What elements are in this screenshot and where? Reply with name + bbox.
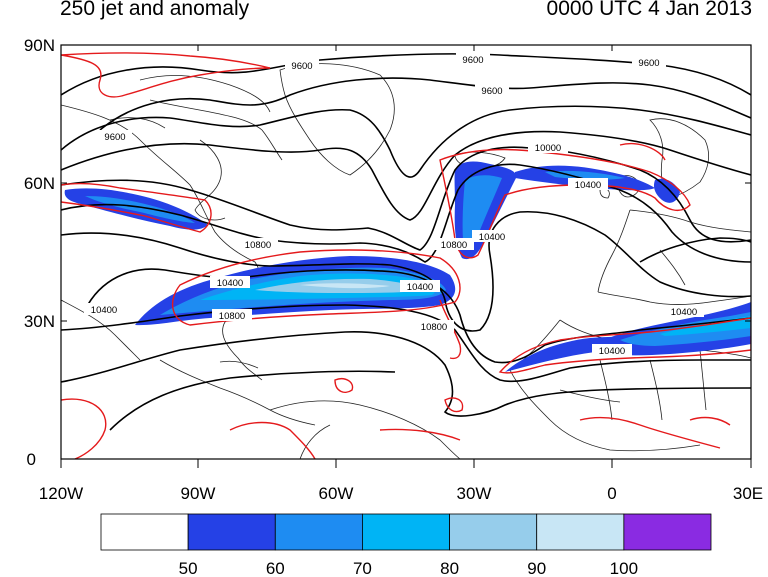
lon-label: 120W (39, 484, 83, 503)
lon-ticks (60, 45, 752, 468)
contour-label: 10800 (219, 311, 245, 322)
map-title: 250 jet and anomaly (60, 0, 250, 20)
lat-label: 30N (24, 312, 55, 331)
lon-label: 30W (457, 484, 492, 503)
lon-label: 0 (607, 484, 616, 503)
contour-label: 10800 (421, 322, 447, 333)
colorbar-swatch (362, 513, 450, 551)
contour-label: 10400 (217, 278, 243, 289)
colorbar-swatch (449, 513, 538, 551)
valid-time-label: 0000 UTC 4 Jan 2013 (546, 0, 752, 20)
lat-label: 90N (24, 36, 55, 55)
contour-label: 9600 (104, 132, 125, 143)
colorbar-swatch (187, 513, 276, 551)
contour-label: 10400 (479, 232, 505, 243)
colorbar-label: 80 (440, 559, 459, 577)
contour-label: 9600 (481, 86, 502, 97)
lat-label: 0 (27, 450, 36, 469)
contour-label: 10800 (245, 240, 271, 251)
height-contours (61, 53, 751, 431)
map-plot-area: 9600 9600 9600 9600 9600 10000 10400 108… (61, 52, 751, 459)
lon-label: 90W (181, 484, 216, 503)
contour-label: 9600 (638, 58, 659, 69)
colorbar-label: 90 (527, 559, 546, 577)
lon-label: 30E (733, 484, 763, 503)
contour-label: 10000 (535, 143, 561, 154)
lon-label: 60W (319, 484, 354, 503)
colorbar: 50 60 70 80 90 100 (100, 513, 712, 577)
colorbar-label: 100 (610, 559, 638, 577)
contour-label: 10400 (671, 307, 697, 318)
plot-frame (60, 44, 752, 460)
contour-label: 10800 (441, 240, 467, 251)
colorbar-label: 60 (266, 559, 285, 577)
lat-label: 60N (24, 174, 55, 193)
colorbar-label: 50 (179, 559, 198, 577)
colorbar-swatch (274, 513, 363, 551)
colorbar-swatch (100, 513, 189, 551)
contour-label-group: 9600 9600 9600 9600 9600 10000 10400 108… (84, 53, 704, 357)
colorbar-swatch (536, 513, 625, 551)
colorbar-swatch (623, 513, 712, 551)
anomaly-contours (61, 52, 751, 459)
colorbar-label: 70 (353, 559, 372, 577)
contour-label: 9600 (462, 55, 483, 66)
contour-label: 9600 (291, 61, 312, 72)
contour-label: 10400 (91, 305, 117, 316)
contour-label: 10400 (575, 180, 601, 191)
lat-ticks (61, 44, 751, 460)
contour-label: 10400 (407, 282, 433, 293)
contour-label: 10400 (599, 346, 625, 357)
